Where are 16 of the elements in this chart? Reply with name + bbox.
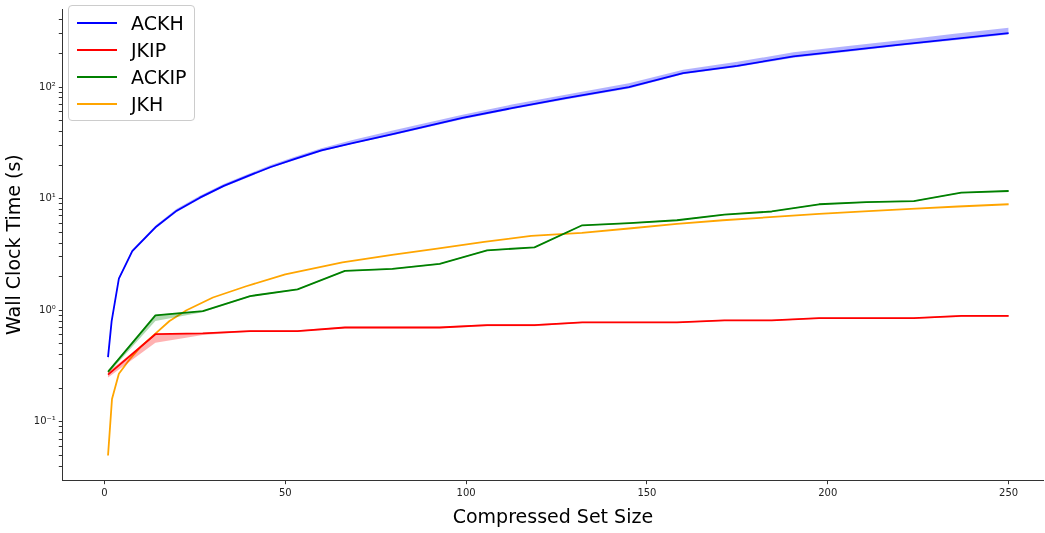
x-tick-label: 0 <box>101 486 108 498</box>
y-tick-label: 10⁰ <box>39 303 56 315</box>
x-tick-label: 200 <box>818 486 838 498</box>
legend-label: JKH <box>131 92 164 115</box>
y-tick-label: 10⁻¹ <box>33 415 56 427</box>
legend-label: ACKH <box>131 11 184 34</box>
x-tick-label: 150 <box>637 486 657 498</box>
x-tick-label: 250 <box>999 486 1019 498</box>
legend-label: JKIP <box>131 38 167 61</box>
y-axis-title: Wall Clock Time (s) <box>2 154 25 335</box>
x-tick-label: 50 <box>278 486 292 498</box>
x-tick-label: 100 <box>456 486 476 498</box>
legend-label: ACKIP <box>131 65 187 88</box>
y-tick-label: 10² <box>39 80 56 92</box>
y-tick-label: 10¹ <box>39 192 56 204</box>
x-axis-title: Compressed Set Size <box>452 504 654 527</box>
